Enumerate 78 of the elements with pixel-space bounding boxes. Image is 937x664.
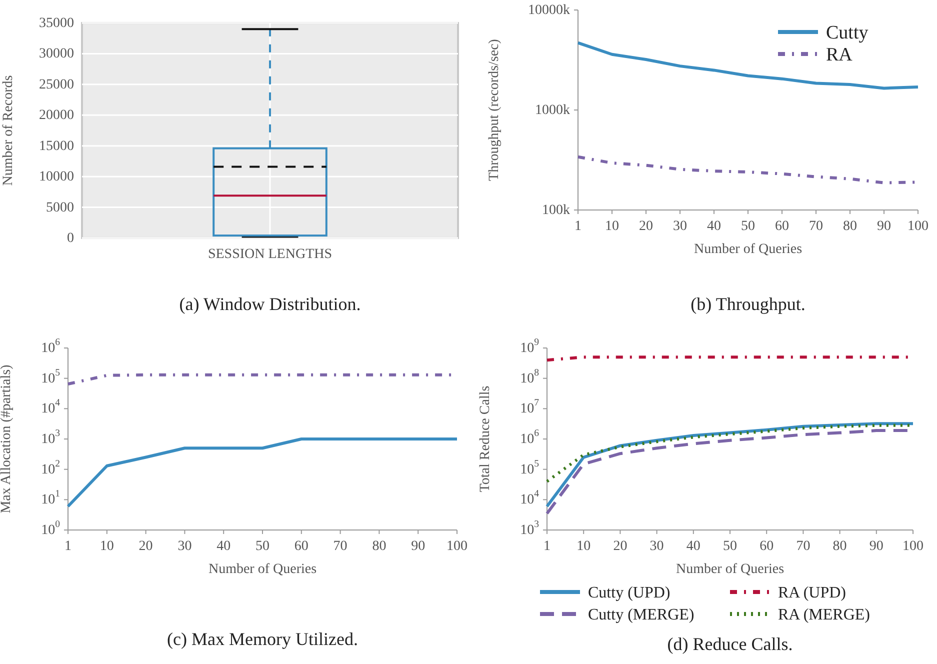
x-tick-label: 20 xyxy=(138,539,153,554)
legend-label: Cutty (UPD) xyxy=(588,584,670,602)
x-tick-label: 60 xyxy=(760,539,774,554)
y-tick-label: 20000 xyxy=(39,108,74,123)
x-tick-label: 1 xyxy=(64,539,72,554)
y-tick-label: 10$^{9}$ xyxy=(520,337,540,356)
y-tick-label: 15000 xyxy=(39,138,74,154)
x-tick-label: 60 xyxy=(294,539,308,554)
y-tick-label: 10$^{8}$ xyxy=(520,367,540,386)
x-tick-label: 10 xyxy=(576,539,591,554)
x-tick-label: 90 xyxy=(411,539,426,554)
x-tick-label: 10 xyxy=(605,219,619,234)
y-tick-label: 35000 xyxy=(39,16,74,30)
x-tick-label: 100 xyxy=(446,539,468,554)
x-tick-label: 40 xyxy=(216,539,231,554)
y-tick-label: 10$^{6}$ xyxy=(520,428,540,446)
y-axis-title: Throughput (records/sec) xyxy=(487,38,502,181)
x-tick-label: 80 xyxy=(372,539,386,554)
y-tick-label: 0 xyxy=(67,230,74,246)
x-tick-label: 80 xyxy=(832,539,847,554)
legend-label: Cutty (MERGE) xyxy=(588,606,694,624)
y-axis-title: Number of Records xyxy=(1,75,16,186)
x-tick-label: 70 xyxy=(333,539,348,554)
y-tick-label: 10$^{5}$ xyxy=(520,458,540,477)
x-axis-title: Number of Queries xyxy=(208,562,317,577)
x-tick-label: 30 xyxy=(650,539,664,554)
y-tick-label: 10$^{7}$ xyxy=(520,398,540,416)
y-axis-title: Total Reduce Calls xyxy=(478,386,493,492)
y-tick-label: 10$^{6}$ xyxy=(41,337,60,356)
x-tick-label: 10 xyxy=(100,539,114,554)
y-tick-label: 10000 xyxy=(39,169,74,184)
legend-label: Cutty xyxy=(826,22,869,44)
y-tick-label: 10$^{3}$ xyxy=(41,428,60,446)
x-tick-label: 40 xyxy=(686,539,700,554)
line-series xyxy=(66,438,458,508)
legend-label: RA (MERGE) xyxy=(778,606,870,624)
x-tick-label: SESSION LENGTHS xyxy=(208,247,332,262)
x-tick-label: 30 xyxy=(673,219,687,234)
y-tick-label: 10$^{4}$ xyxy=(41,398,60,416)
y-tick-label: 30000 xyxy=(39,46,74,62)
x-tick-label: 30 xyxy=(178,539,192,554)
y-tick-label: 10$^{3}$ xyxy=(520,519,540,538)
x-tick-label: 80 xyxy=(843,219,857,234)
y-axis-title: Max Allocation (#partials) xyxy=(0,364,14,514)
x-axis-title: Number of Queries xyxy=(694,242,802,257)
x-tick-label: 20 xyxy=(639,219,653,234)
text: (c) Max Memory Utilized. xyxy=(167,629,358,649)
y-tick-label: 10$^{0}$ xyxy=(41,519,60,538)
x-tick-label: 50 xyxy=(723,539,737,554)
y-tick-label: 10$^{1}$ xyxy=(41,488,60,508)
y-tick-label: 10$^{2}$ xyxy=(41,458,60,477)
legend-label: RA xyxy=(826,44,853,66)
y-tick-label: 5000 xyxy=(46,200,74,215)
x-tick-label: 70 xyxy=(809,219,823,234)
x-tick-label: 70 xyxy=(796,539,810,554)
x-tick-label: 100 xyxy=(902,539,924,554)
x-tick-label: 1 xyxy=(544,539,550,554)
x-tick-label: 60 xyxy=(775,219,789,234)
text: (d) Reduce Calls. xyxy=(667,634,793,654)
legend-label: RA (UPD) xyxy=(778,584,846,602)
text: (a) Window Distribution. xyxy=(179,294,361,314)
x-tick-label: 50 xyxy=(741,219,755,234)
line-series xyxy=(576,41,920,90)
x-tick-label: 1 xyxy=(574,219,582,234)
text: (b) Throughput. xyxy=(690,294,806,314)
y-tick-label: 10$^{5}$ xyxy=(41,367,60,386)
x-tick-label: 40 xyxy=(707,219,721,234)
y-tick-label: 1000k xyxy=(535,102,570,118)
y-tick-label: 10$^{4}$ xyxy=(520,488,540,508)
x-tick-label: 20 xyxy=(613,539,628,554)
x-axis-title: Number of Queries xyxy=(676,562,784,577)
x-tick-label: 90 xyxy=(869,539,884,554)
y-tick-label: 10000k xyxy=(528,2,570,18)
y-tick-label: 100k xyxy=(542,202,570,218)
x-tick-label: 90 xyxy=(877,219,891,234)
x-tick-label: 100 xyxy=(908,219,928,234)
y-tick-label: 25000 xyxy=(39,76,74,92)
x-tick-label: 50 xyxy=(256,539,270,554)
